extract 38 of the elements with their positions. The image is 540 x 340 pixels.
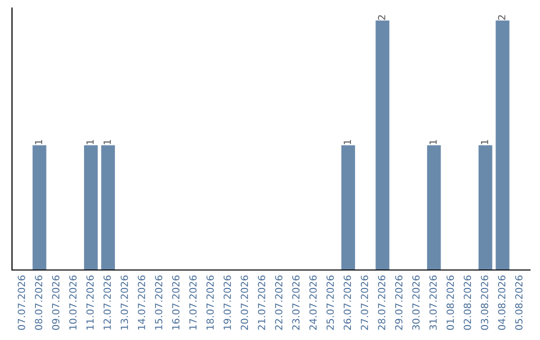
x-tick-label: 30.07.2026	[412, 275, 420, 330]
x-tick-label: 11.07.2026	[86, 275, 94, 330]
x-tick-label: 10.07.2026	[69, 275, 77, 330]
x-tick-label: 13.07.2026	[120, 275, 128, 330]
x-tick-label: 26.07.2026	[344, 275, 352, 330]
x-tick-label: 23.07.2026	[292, 275, 300, 330]
x-tick-label: 24.07.2026	[309, 275, 317, 330]
x-tick-label: 03.08.2026	[480, 275, 488, 330]
x-tick-label: 17.07.2026	[189, 275, 197, 330]
x-tick-label: 29.07.2026	[395, 275, 402, 330]
x-tick-label: 22.07.2026	[275, 275, 282, 330]
x-tick-label: 21.07.2026	[258, 275, 266, 330]
x-tick-label: 05.08.2026	[515, 275, 523, 330]
x-tick-label: 31.07.2026	[429, 275, 437, 330]
x-tick-label: 01.08.2026	[446, 275, 454, 330]
x-tick-label: 04.08.2026	[498, 275, 506, 330]
data-label: 2	[498, 15, 506, 20]
x-tick-label: 28.07.2026	[378, 275, 386, 330]
x-tick-label: 12.07.2026	[104, 275, 111, 330]
x-tick-label: 18.07.2026	[206, 275, 214, 330]
data-label: 1	[344, 140, 351, 144]
x-tick-label: 08.07.2026	[34, 275, 42, 330]
data-label: 1	[104, 140, 111, 144]
data-label: 1	[35, 140, 42, 144]
x-tick-label: 07.07.2026	[18, 275, 26, 330]
data-label: 1	[86, 140, 94, 144]
x-tick-label: 25.07.2026	[326, 275, 334, 330]
x-tick-label: 16.07.2026	[172, 275, 180, 330]
data-label: 1	[430, 140, 437, 144]
data-label: 2	[378, 15, 386, 20]
x-tick-label: 02.08.2026	[464, 275, 472, 330]
x-tick-label: 09.07.2026	[52, 275, 60, 330]
x-tick-label: 27.07.2026	[360, 275, 368, 330]
x-tick-label: 15.07.2026	[154, 275, 162, 330]
x-tick-label: 19.07.2026	[224, 275, 231, 330]
x-tick-label: 14.07.2026	[138, 275, 146, 330]
data-label: 1	[481, 140, 488, 144]
x-tick-label: 20.07.2026	[240, 275, 248, 330]
